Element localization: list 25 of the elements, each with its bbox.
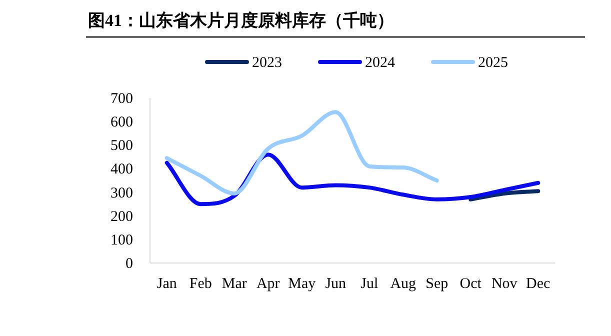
y-tick-label: 700 bbox=[110, 91, 133, 107]
x-tick-label: Feb bbox=[189, 276, 212, 292]
x-tick-label: Nov bbox=[491, 276, 518, 292]
x-tick-label: Apr bbox=[256, 276, 280, 292]
x-tick-label: Dec bbox=[526, 276, 551, 292]
line-series bbox=[164, 110, 439, 196]
x-tick-label: Mar bbox=[222, 276, 247, 292]
x-tick-label: May bbox=[288, 276, 316, 292]
y-tick-label: 0 bbox=[126, 256, 133, 272]
legend-label: 2023 bbox=[252, 55, 282, 71]
y-tick-label: 600 bbox=[110, 114, 133, 131]
legend-label: 2025 bbox=[478, 55, 508, 71]
y-tick-label: 400 bbox=[110, 162, 133, 178]
x-tick-label: Sep bbox=[426, 276, 448, 292]
x-tick-label: Oct bbox=[460, 276, 482, 292]
x-tick-label: Aug bbox=[390, 276, 417, 292]
chart-title: 图41：山东省木片月度原料库存（千吨） bbox=[88, 11, 394, 30]
y-tick-label: 200 bbox=[110, 208, 133, 225]
y-tick-label: 100 bbox=[110, 232, 133, 248]
x-tick-label: Jan bbox=[156, 276, 178, 292]
y-tick-label: 300 bbox=[110, 185, 133, 202]
legend-label: 2024 bbox=[365, 55, 396, 71]
y-tick-label: 500 bbox=[110, 138, 133, 154]
x-tick-label: Jul bbox=[360, 276, 378, 292]
x-tick-label: Jun bbox=[325, 276, 347, 292]
